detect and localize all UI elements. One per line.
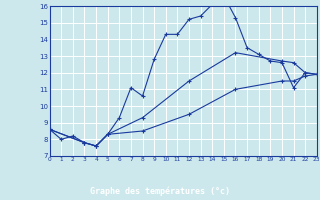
Text: Graphe des températures (°c): Graphe des températures (°c) [90,187,230,196]
